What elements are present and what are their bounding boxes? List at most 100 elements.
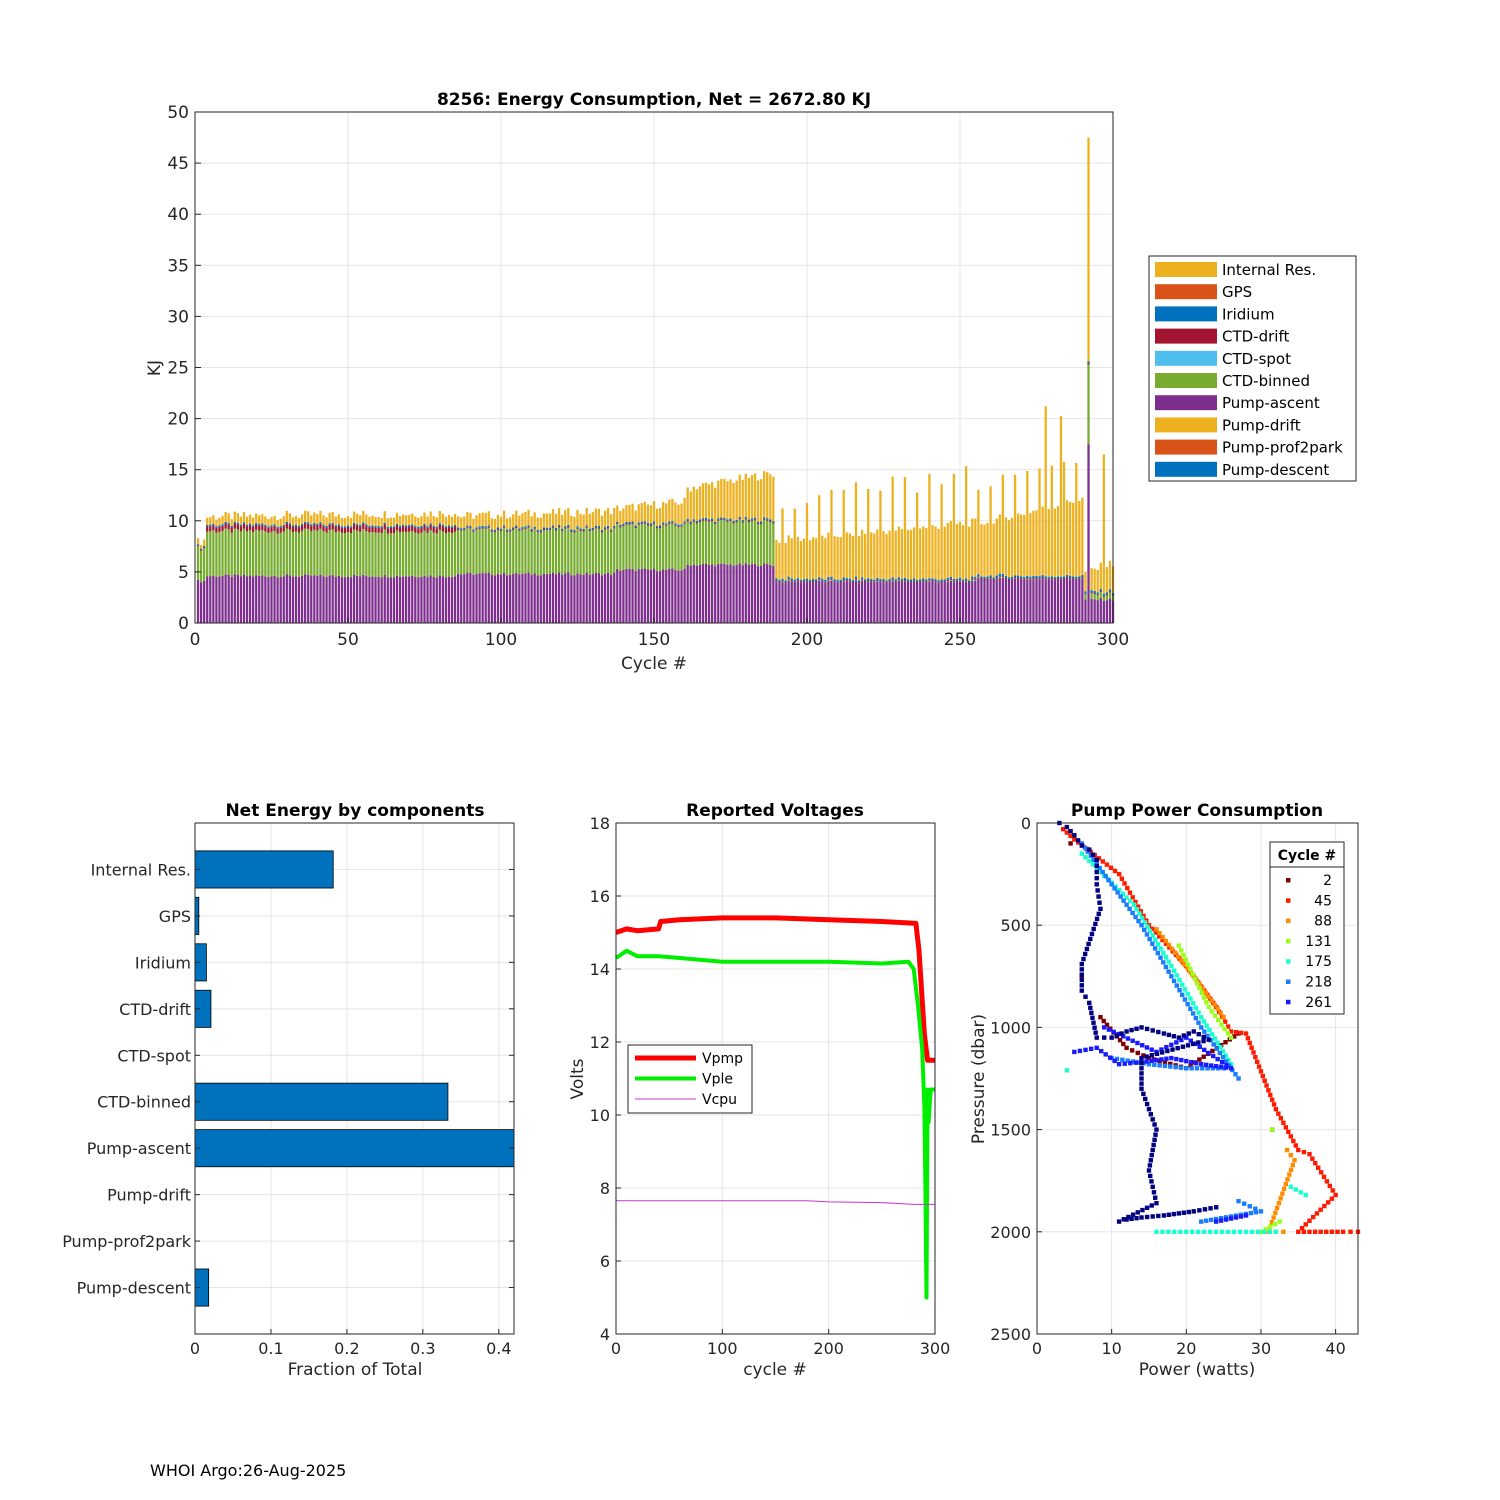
internal-res-bar: [1102, 454, 1105, 594]
ctd-drift-bar: [218, 526, 221, 532]
internal-res-bar: [1087, 137, 1090, 362]
pump-ascent-bar: [689, 566, 692, 623]
internal-res-bar: [980, 524, 983, 577]
pump-power-point: [1114, 1056, 1120, 1062]
iridium-bar: [261, 523, 264, 526]
ctd-drift-bar: [362, 524, 365, 530]
pump-ascent-bar: [594, 572, 598, 623]
pump-power-point: [1114, 1033, 1119, 1038]
ctd-binned-bar: [270, 531, 273, 577]
pump-ascent-bar: [316, 575, 319, 623]
iridium-bar: [395, 523, 399, 526]
internal-res-bar: [536, 517, 539, 530]
ctd-binned-bar: [365, 531, 368, 577]
iridium-bar: [784, 580, 787, 583]
internal-res-bar: [1081, 497, 1084, 576]
internal-res-bar: [426, 516, 429, 527]
pump-power-point: [1196, 1040, 1201, 1045]
pump-ascent-bar: [576, 573, 579, 623]
pump-ascent-bar: [337, 575, 340, 623]
pump-power-point: [1191, 1029, 1196, 1034]
internal-res-bar: [1010, 517, 1014, 577]
pump-ascent-bar: [799, 583, 803, 623]
iridium-bar: [870, 579, 873, 582]
ctd-drift-bar: [273, 525, 276, 532]
internal-res-bar: [658, 508, 662, 526]
pump-power-point: [1307, 1218, 1312, 1223]
pump-power-ylabel: Pressure (dbar): [969, 1014, 989, 1144]
internal-res-bar: [631, 503, 634, 522]
internal-res-bar: [518, 515, 521, 529]
internal-res-bar: [897, 526, 900, 578]
pump-ascent-bar: [512, 573, 515, 623]
iridium-bar: [796, 578, 799, 581]
pump-ascent-bar: [322, 576, 325, 623]
ctd-drift-bar: [925, 581, 928, 583]
internal-res-bar: [689, 491, 692, 522]
iridium-bar: [1093, 590, 1096, 594]
ctd-drift-bar: [282, 526, 285, 532]
pump-power-point: [1194, 1060, 1199, 1066]
internal-res-bar: [212, 515, 215, 524]
ctd-drift-bar: [288, 524, 292, 530]
pump-ascent-bar: [288, 575, 292, 623]
ctd-drift-bar: [438, 524, 441, 530]
ctd-drift-bar: [340, 527, 344, 533]
internal-res-bar: [557, 508, 561, 525]
ctd-binned-bar: [221, 530, 224, 576]
iridium-bar: [1099, 588, 1102, 591]
internal-res-bar: [408, 514, 411, 526]
ctd-drift-bar: [245, 526, 249, 532]
iridium-bar: [258, 524, 261, 526]
ctd-binned-bar: [958, 580, 962, 582]
ctd-drift-bar: [242, 523, 246, 529]
iridium-bar: [946, 577, 949, 580]
iridium-bar: [964, 578, 968, 581]
pump-ascent-bar: [1013, 578, 1017, 623]
iridium-bar: [888, 579, 891, 582]
ctd-drift-bar: [554, 529, 558, 531]
pump-ascent-bar: [267, 577, 270, 623]
internal-res-bar: [808, 540, 812, 581]
pump-power-point: [1204, 1023, 1209, 1028]
iridium-bar: [916, 579, 919, 582]
internal-res-bar: [1023, 514, 1026, 577]
pump-power-point: [1139, 1025, 1144, 1030]
voltage-line-vcpu: [616, 1200, 935, 1205]
ctd-binned-bar: [297, 532, 301, 577]
ctd-binned-bar: [1069, 578, 1072, 580]
pump-ascent-bar: [778, 583, 781, 623]
pump-power-point: [1191, 1209, 1196, 1214]
pump-ascent-bar: [726, 564, 729, 623]
ctd-drift-bar: [450, 527, 454, 534]
pump-power-point: [1202, 1207, 1208, 1212]
pump-ascent-bar: [971, 580, 974, 623]
pump-ascent-bar: [1090, 598, 1093, 623]
internal-res-bar: [989, 486, 992, 576]
ctd-binned-bar: [561, 531, 564, 575]
internal-res-bar: [368, 516, 371, 526]
ctd-drift-bar: [606, 527, 610, 529]
ctd-drift-bar: [573, 531, 576, 533]
ctd-binned-bar: [389, 533, 392, 578]
iridium-bar: [695, 520, 698, 523]
pump-ascent-bar: [548, 574, 552, 623]
ctd-drift-bar: [270, 526, 273, 532]
iridium-bar: [499, 528, 503, 531]
pump-power-point: [1142, 927, 1147, 933]
energy-ytick-label: 10: [167, 512, 189, 532]
iridium-bar: [986, 576, 989, 579]
ctd-binned-bar: [668, 523, 671, 569]
ctd-drift-bar: [1004, 578, 1008, 580]
pump-power-xlabel: Power (watts): [1139, 1360, 1256, 1380]
pump-power-point: [1190, 1229, 1195, 1234]
internal-res-bar: [548, 513, 552, 528]
ctd-binned-bar: [1090, 593, 1093, 599]
iridium-bar: [1013, 575, 1017, 578]
pump-ascent-bar: [1062, 579, 1066, 623]
pump-power-point: [1156, 1213, 1161, 1219]
internal-res-bar: [423, 512, 426, 524]
pump-power-point: [1197, 1057, 1202, 1062]
ctd-binned-bar: [380, 533, 383, 578]
pump-ascent-bar: [1020, 579, 1023, 623]
